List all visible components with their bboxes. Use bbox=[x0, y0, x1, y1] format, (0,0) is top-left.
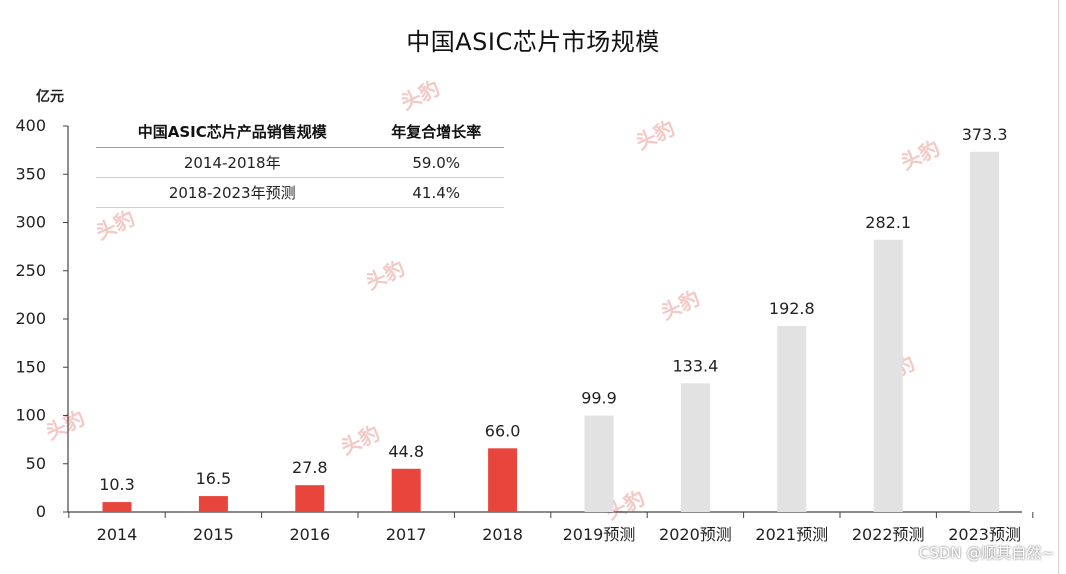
x-tick-label: 2020预测 bbox=[659, 525, 732, 544]
y-tick-label: 250 bbox=[15, 261, 46, 280]
watermark-logo: 头豹 bbox=[657, 286, 703, 325]
chart-title: 中国ASIC芯片市场规模 bbox=[406, 28, 660, 56]
y-tick-label: 50 bbox=[26, 454, 46, 473]
bar-2015 bbox=[198, 496, 228, 512]
value-label-layer: 10.3 2014 16.5 2015 27.8 2016 44.8 2017 66.0 2018… bbox=[97, 125, 1021, 544]
table-cell-period: 2018-2023年预测 bbox=[96, 177, 369, 208]
watermark-logo: 头豹 bbox=[337, 421, 383, 460]
value-label: 133.4 bbox=[672, 356, 718, 375]
value-label: 44.8 bbox=[388, 442, 424, 461]
table-cell-period: 2014-2018年 bbox=[96, 147, 369, 178]
value-label: 66.0 bbox=[485, 421, 521, 440]
bar-2018 bbox=[488, 448, 518, 512]
watermark-logo: 头豹 bbox=[897, 136, 943, 175]
value-label: 99.9 bbox=[581, 389, 617, 408]
y-tick-label: 150 bbox=[15, 357, 46, 376]
y-tick-label: 350 bbox=[15, 164, 46, 183]
growth-rate-table: 中国ASIC芯片产品销售规模 年复合增长率 2014-2018年 59.0% 2… bbox=[96, 116, 504, 208]
table-cell-rate: 59.0% bbox=[368, 147, 504, 178]
table-row: 2018-2023年预测 41.4% bbox=[96, 177, 504, 208]
table-header-row: 中国ASIC芯片产品销售规模 年复合增长率 bbox=[96, 116, 504, 148]
y-tick-label: 100 bbox=[15, 406, 46, 425]
table-header-scale: 中国ASIC芯片产品销售规模 bbox=[96, 116, 369, 148]
value-label: 10.3 bbox=[99, 475, 135, 494]
y-tick-label: 400 bbox=[15, 116, 46, 135]
x-tick-label: 2015 bbox=[193, 525, 234, 544]
value-label: 16.5 bbox=[196, 469, 232, 488]
y-tick-label: 300 bbox=[15, 213, 46, 232]
frame-border bbox=[1058, 0, 1059, 574]
value-label: 192.8 bbox=[769, 299, 815, 318]
watermark-logo: 头豹 bbox=[362, 256, 408, 295]
watermark-logo: 头豹 bbox=[632, 116, 678, 155]
x-tick-label: 2014 bbox=[97, 525, 138, 544]
bar-2016 bbox=[295, 485, 325, 512]
bar-2023预测 bbox=[970, 151, 1000, 512]
bar-layer bbox=[102, 151, 1000, 512]
x-tick-label: 2022预测 bbox=[852, 525, 925, 544]
watermark-logo: 头豹 bbox=[42, 406, 88, 445]
value-label: 282.1 bbox=[865, 213, 911, 232]
watermark-logo: 头豹 bbox=[397, 76, 443, 115]
bar-2020预测 bbox=[680, 383, 710, 512]
bar-2014 bbox=[102, 502, 132, 512]
x-tick-label: 2016 bbox=[289, 525, 330, 544]
x-tick-label: 2017 bbox=[386, 525, 427, 544]
y-tick-label: 200 bbox=[15, 309, 46, 328]
x-tick-label: 2023预测 bbox=[948, 525, 1021, 544]
bar-2019预测 bbox=[584, 415, 614, 512]
bar-2021预测 bbox=[777, 325, 807, 512]
table-header-cagr: 年复合增长率 bbox=[368, 116, 504, 148]
value-label: 373.3 bbox=[962, 125, 1008, 144]
x-tick-label: 2021预测 bbox=[755, 525, 828, 544]
y-tick-label: 0 bbox=[36, 502, 46, 521]
source-credit: CSDN @顺其自然~ bbox=[918, 544, 1054, 562]
x-tick-label: 2019预测 bbox=[563, 525, 636, 544]
value-label: 27.8 bbox=[292, 458, 328, 477]
y-axis-unit-label: 亿元 bbox=[36, 89, 64, 105]
bar-2017 bbox=[391, 468, 421, 512]
table-row: 2014-2018年 59.0% bbox=[96, 147, 504, 178]
x-tick-label: 2018 bbox=[482, 525, 523, 544]
table-cell-rate: 41.4% bbox=[368, 177, 504, 208]
bar-2022预测 bbox=[873, 239, 903, 512]
axis-layer: 0 50 100 150 200 250 300 350 400 bbox=[15, 116, 1034, 521]
watermark-logo: 头豹 bbox=[92, 206, 138, 245]
